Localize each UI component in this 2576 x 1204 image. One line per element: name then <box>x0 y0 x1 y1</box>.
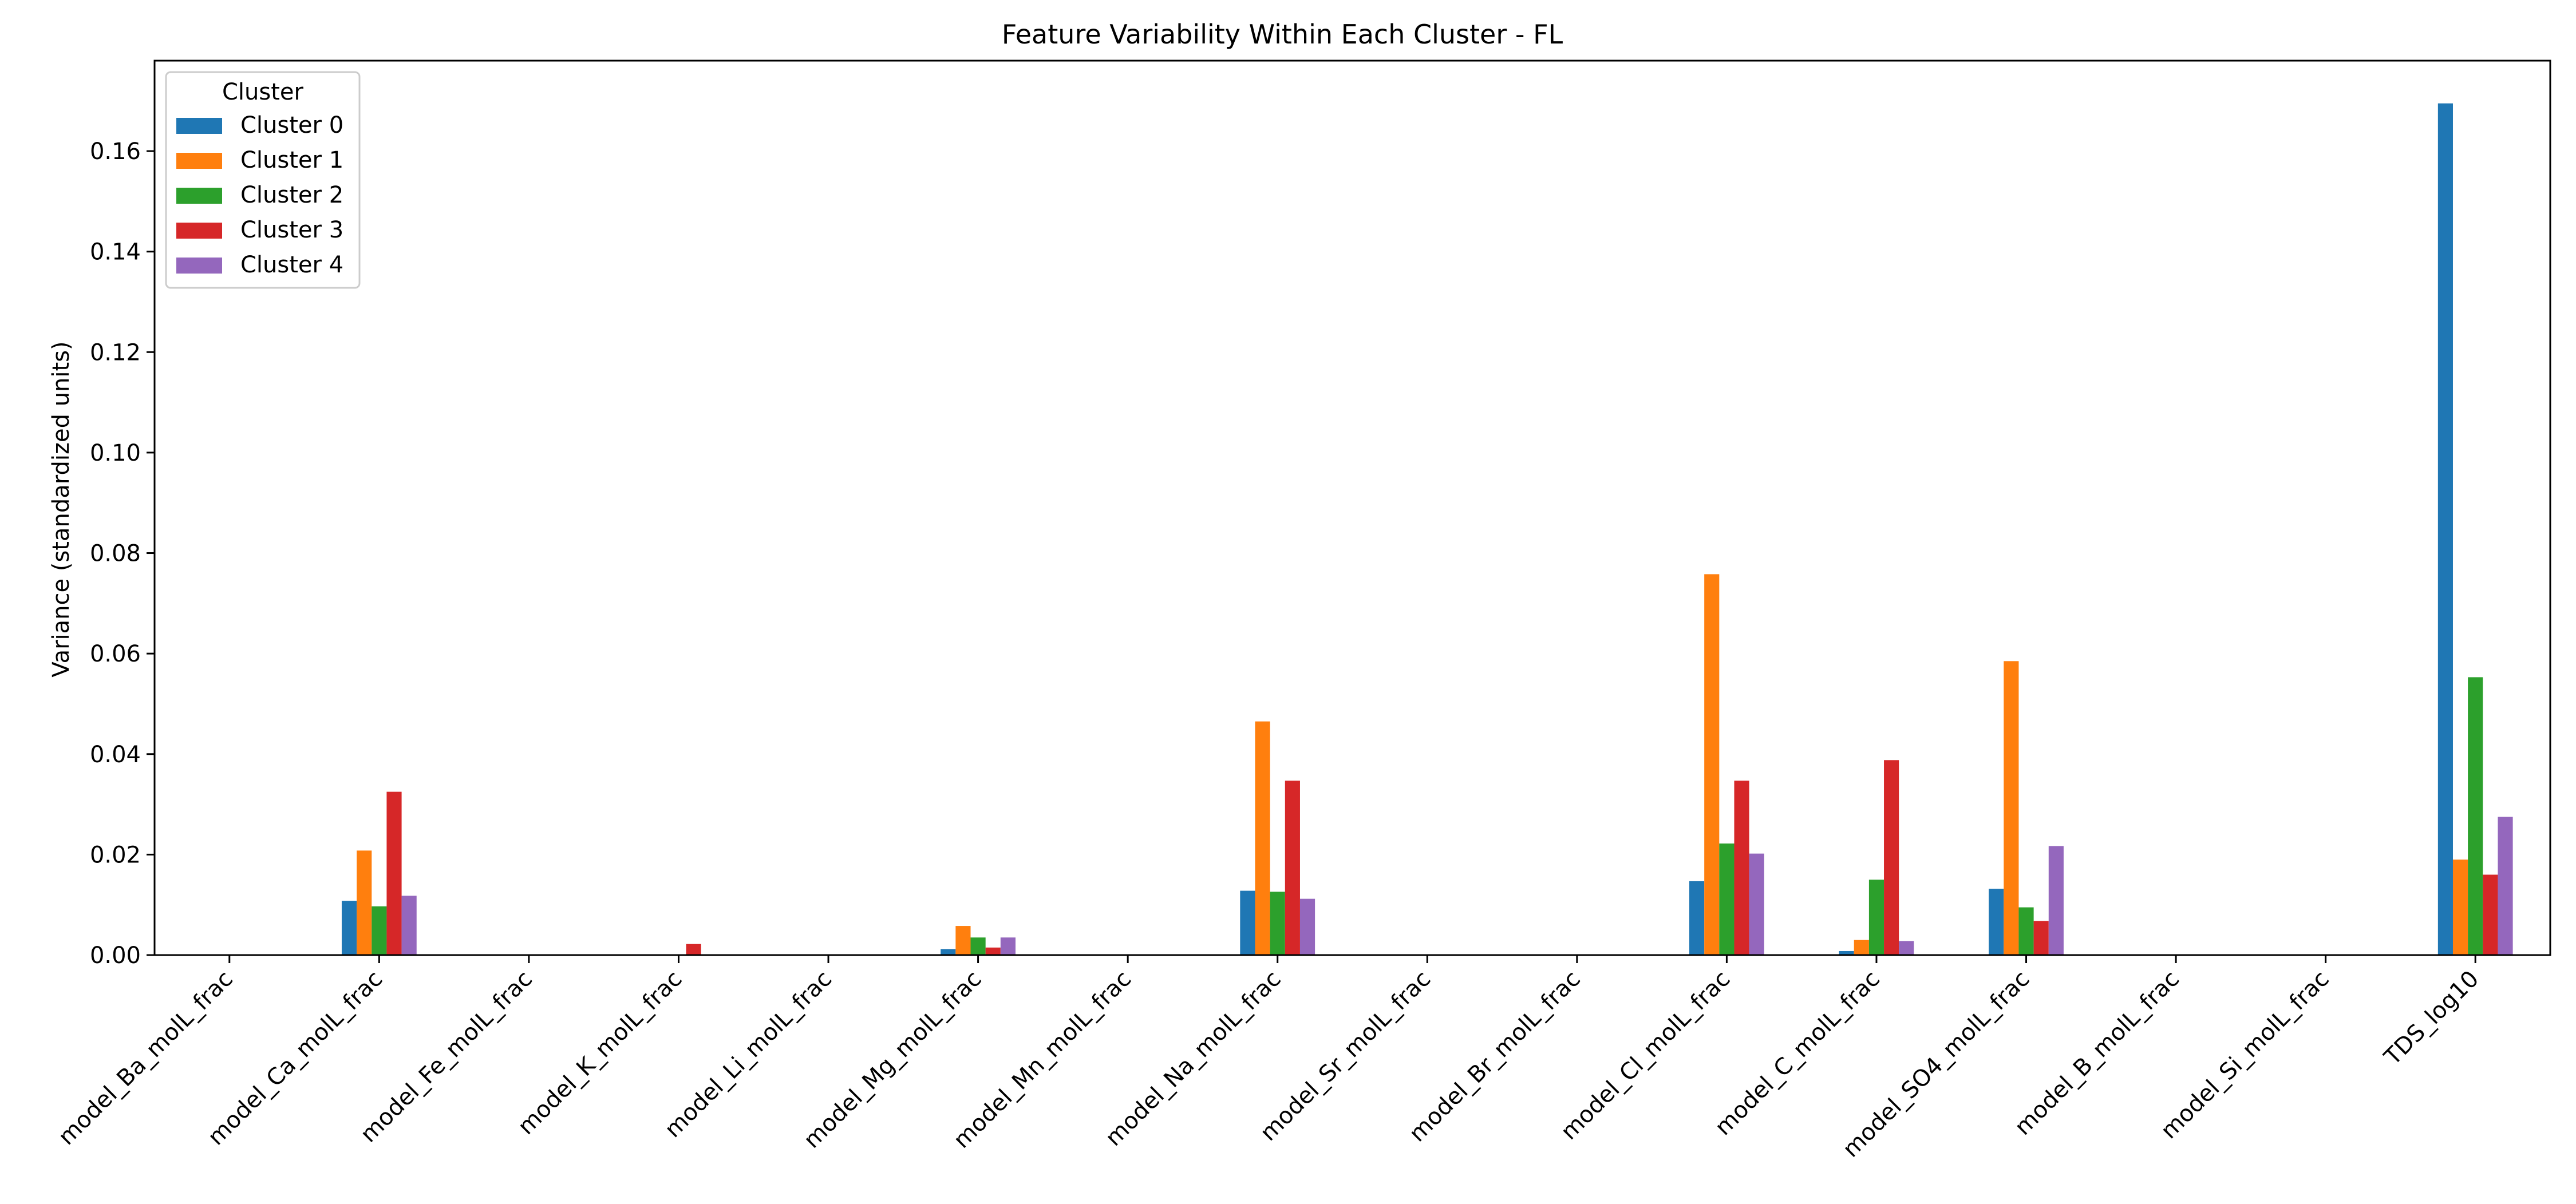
bar-cluster-1-model_Na_molL_frac <box>1255 721 1270 955</box>
bar-cluster-0-model_Mg_molL_frac <box>941 949 956 955</box>
bar-cluster-0-model_C_molL_frac <box>1839 950 1854 955</box>
legend-label-3: Cluster 3 <box>240 217 343 243</box>
legend-label-2: Cluster 2 <box>240 182 343 208</box>
bar-cluster-3-model_Na_molL_frac <box>1285 781 1300 955</box>
bar-cluster-2-TDS_log10 <box>2468 677 2483 955</box>
bar-cluster-4-model_Na_molL_frac <box>1299 898 1315 955</box>
bar-cluster-4-model_Ca_molL_frac <box>401 896 417 955</box>
bar-cluster-3-model_SO4_molL_frac <box>2033 921 2049 955</box>
bar-cluster-0-model_Na_molL_frac <box>1240 890 1255 955</box>
bar-cluster-2-model_Ca_molL_frac <box>372 906 387 955</box>
bar-cluster-1-TDS_log10 <box>2452 860 2468 955</box>
legend-title: Cluster <box>222 79 304 105</box>
y-tick-label: 0.00 <box>90 942 141 969</box>
bar-cluster-2-model_Mg_molL_frac <box>970 937 986 955</box>
plot-frame <box>153 60 2551 956</box>
y-tick-label: 0.08 <box>90 541 141 567</box>
bar-cluster-4-model_Cl_molL_frac <box>1749 853 1764 955</box>
bar-cluster-1-model_C_molL_frac <box>1854 940 1869 955</box>
bar-cluster-4-model_SO4_molL_frac <box>2048 846 2064 955</box>
y-tick-label: 0.10 <box>90 440 141 466</box>
bar-cluster-1-model_SO4_molL_frac <box>2004 661 2019 955</box>
bar-cluster-2-model_Na_molL_frac <box>1270 892 1285 955</box>
bar-cluster-3-model_C_molL_frac <box>1884 760 1899 955</box>
bar-cluster-4-model_Mg_molL_frac <box>1000 937 1016 955</box>
bar-cluster-1-model_Mg_molL_frac <box>955 926 971 955</box>
bar-cluster-0-model_SO4_molL_frac <box>1989 889 2004 955</box>
legend-label-4: Cluster 4 <box>240 252 343 278</box>
bar-cluster-0-model_Cl_molL_frac <box>1689 881 1705 955</box>
bar-cluster-3-TDS_log10 <box>2483 874 2498 955</box>
y-tick-label: 0.12 <box>90 339 141 366</box>
y-axis-label: Variance (standardized units) <box>48 341 74 677</box>
legend-swatch-1 <box>176 153 222 169</box>
bar-cluster-2-model_SO4_molL_frac <box>2018 907 2034 955</box>
y-tick-label: 0.02 <box>90 842 141 868</box>
bar-cluster-3-model_Mg_molL_frac <box>985 947 1001 955</box>
legend-swatch-3 <box>176 223 222 239</box>
legend: Cluster Cluster 0 Cluster 1 Cluster 2 Cluste… <box>165 71 361 289</box>
bar-cluster-1-model_Cl_molL_frac <box>1704 574 1720 955</box>
chart-title: Feature Variability Within Each Cluster … <box>1002 19 1563 50</box>
legend-swatch-0 <box>176 118 222 134</box>
bar-cluster-3-model_Ca_molL_frac <box>386 791 402 955</box>
bar-cluster-2-model_Cl_molL_frac <box>1719 843 1735 955</box>
bar-cluster-0-model_Ca_molL_frac <box>341 901 357 955</box>
legend-label-0: Cluster 0 <box>240 112 343 138</box>
y-tick-label: 0.16 <box>90 138 141 165</box>
bar-cluster-4-model_C_molL_frac <box>1899 941 1914 955</box>
legend-swatch-2 <box>176 188 222 204</box>
bar-cluster-1-model_Ca_molL_frac <box>357 850 372 955</box>
y-tick-label: 0.14 <box>90 239 141 266</box>
bars <box>341 103 2513 955</box>
bar-cluster-3-model_Cl_molL_frac <box>1734 781 1749 955</box>
y-tick-label: 0.06 <box>90 641 141 667</box>
bar-cluster-4-TDS_log10 <box>2498 817 2513 955</box>
bar-cluster-0-TDS_log10 <box>2437 103 2453 955</box>
bar-cluster-2-model_C_molL_frac <box>1868 880 1884 955</box>
legend-swatch-4 <box>176 258 222 274</box>
bar-cluster-3-model_K_molL_frac <box>686 944 701 955</box>
y-tick-label: 0.04 <box>90 742 141 768</box>
legend-label-1: Cluster 1 <box>240 147 343 173</box>
